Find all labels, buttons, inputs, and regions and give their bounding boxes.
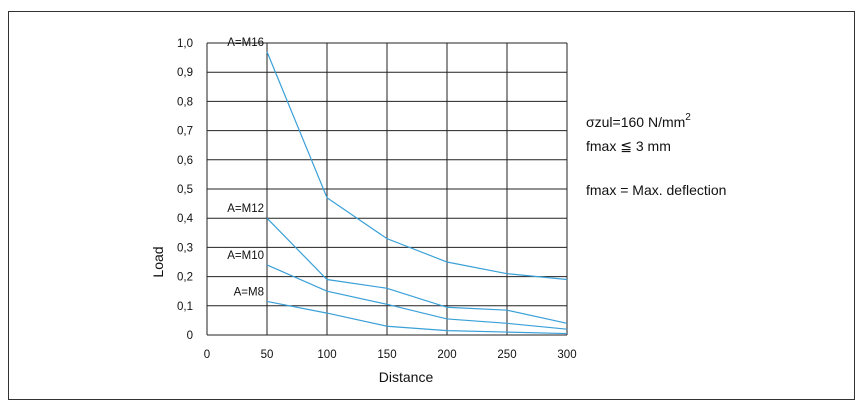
max-deflection-limit-note: fmax ≦ 3 mm bbox=[586, 138, 671, 155]
series-line-a-m8 bbox=[266, 300, 568, 335]
y-axis-title: Load bbox=[150, 246, 166, 277]
x-tick-label: 250 bbox=[497, 349, 516, 361]
y-tick-label: 0,4 bbox=[177, 213, 194, 225]
x-tick-label: 0 bbox=[204, 349, 210, 361]
less-equal-symbol: ≦ bbox=[620, 138, 632, 154]
x-axis-title: Distance bbox=[379, 369, 434, 385]
y-tick-label: 0,7 bbox=[177, 126, 193, 138]
x-tick-label: 100 bbox=[317, 349, 336, 361]
x-tick-label: 50 bbox=[261, 349, 274, 361]
series-line-a-m10 bbox=[266, 264, 568, 330]
series-line-a-m12 bbox=[266, 217, 568, 324]
fmax-value: 3 mm bbox=[635, 138, 671, 154]
x-tick-label: 200 bbox=[437, 349, 456, 361]
series-line-a-m16 bbox=[266, 51, 568, 281]
chart-frame bbox=[8, 11, 855, 400]
x-tick-label: 300 bbox=[557, 349, 576, 361]
allowable-stress-text: σzul=160 N/mm bbox=[586, 114, 686, 130]
y-tick-label: 0,3 bbox=[177, 242, 193, 254]
y-tick-label: 0,2 bbox=[177, 272, 193, 284]
series-label: A=M10 bbox=[227, 250, 264, 262]
series-lines bbox=[266, 51, 568, 335]
allowable-stress-note: σzul=160 N/mm2 bbox=[586, 112, 691, 130]
x-tick-label: 150 bbox=[377, 349, 396, 361]
labels: 0 0,1 0,2 0,3 0,4 0,5 0,6 0,7 0,8 0,9 1,0 0 50 100 150… bbox=[177, 37, 577, 361]
deflection-definition-note: fmax = Max. deflection bbox=[586, 182, 726, 198]
deflection-definition-text: fmax = Max. deflection bbox=[586, 182, 727, 198]
y-tick-label: 0,8 bbox=[177, 96, 193, 108]
y-tick-label: 0,9 bbox=[177, 67, 193, 79]
fmax-label: fmax bbox=[586, 138, 617, 154]
y-tick-label: 0 bbox=[187, 330, 193, 342]
allowable-stress-exponent: 2 bbox=[685, 112, 691, 123]
y-tick-label: 1,0 bbox=[177, 38, 193, 50]
y-tick-label: 0,5 bbox=[177, 184, 193, 196]
series-label: A=M8 bbox=[234, 286, 264, 298]
y-tick-label: 0,6 bbox=[177, 155, 193, 167]
series-label: A=M16 bbox=[227, 37, 264, 49]
y-tick-label: 0,1 bbox=[177, 301, 193, 313]
series-label: A=M12 bbox=[227, 203, 264, 215]
